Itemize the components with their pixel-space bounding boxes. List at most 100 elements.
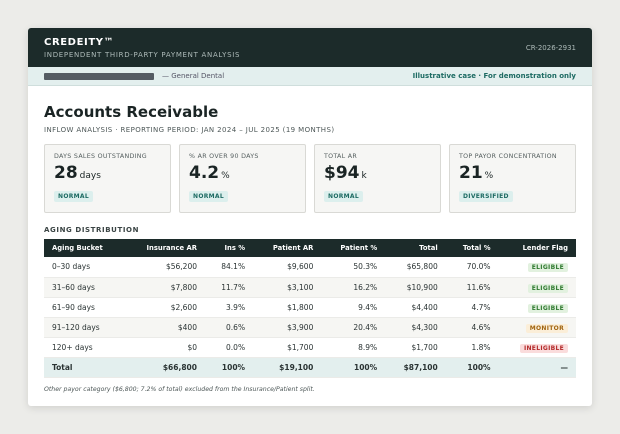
patient-pct: 9.4% — [321, 297, 386, 318]
kpi-card-ar-over-90: % AR OVER 90 DAYS 4.2% NORMAL — [179, 144, 306, 213]
insurance-ar: $0 — [124, 337, 205, 358]
total-ar: $87,100 — [385, 356, 446, 378]
kpi-value: 21% — [459, 163, 566, 183]
patient-ar: $19,100 — [253, 356, 322, 378]
lender-flag: — — [498, 356, 576, 378]
lender-flag-cell: MONITOR — [498, 317, 576, 338]
kpi-value: 28 days — [54, 163, 161, 183]
kpi-unit: % — [484, 171, 494, 181]
total-ar: $65,800 — [385, 257, 446, 278]
patient-ar: $1,700 — [253, 337, 322, 358]
table-row: 0–30 days $56,200 84.1% $9,600 50.3% $65… — [44, 257, 576, 278]
kpi-unit: days — [79, 171, 101, 181]
kpi-label: TOP PAYOR CONCENTRATION — [459, 153, 557, 160]
total-ar: $4,300 — [385, 317, 446, 338]
total-pct: 1.8% — [445, 337, 499, 358]
kpi-card-payor-concentration: TOP PAYOR CONCENTRATION 21% DIVERSIFIED — [449, 144, 576, 213]
total-pct: 4.7% — [445, 297, 499, 318]
aging-bucket: 120+ days — [44, 337, 125, 358]
insurance-ar: $56,200 — [124, 257, 205, 278]
insurance-pct: 0.6% — [204, 317, 254, 338]
column-header: Aging Bucket — [52, 244, 103, 252]
status-badge: NORMAL — [54, 191, 93, 202]
column-header: Ins % — [224, 244, 246, 252]
kpi-number: $94 — [324, 163, 360, 183]
patient-pct: 50.3% — [321, 257, 386, 278]
patient-ar: $3,100 — [253, 277, 322, 298]
kpi-number: 28 — [54, 163, 78, 183]
client-name: — General Dental — [162, 72, 225, 80]
section-title-aging: AGING DISTRIBUTION — [44, 226, 140, 234]
aging-bucket: 61–90 days — [44, 297, 125, 318]
status-badge: NORMAL — [324, 191, 363, 202]
insurance-pct: 3.9% — [204, 297, 254, 318]
kpi-number: 21 — [459, 163, 483, 183]
report-body: Accounts Receivable INFLOW ANALYSIS · RE… — [28, 103, 592, 393]
lender-flag-cell: ELIGIBLE — [498, 277, 576, 298]
total-pct: 11.6% — [445, 277, 499, 298]
total-pct: 70.0% — [445, 257, 499, 278]
lender-flag-badge: ELIGIBLE — [527, 303, 568, 313]
report-card: CREDEITY™ INDEPENDENT THIRD-PARTY PAYMEN… — [28, 28, 592, 406]
table-row: 120+ days $0 0.0% $1,700 8.9% $1,700 1.8… — [44, 337, 576, 358]
redacted-client-name — [44, 72, 154, 80]
lender-flag-badge: MONITOR — [525, 323, 568, 333]
kpi-card-total-ar: TOTAL AR $94 k NORMAL — [314, 144, 441, 213]
patient-ar: $9,600 — [253, 257, 322, 278]
table-total-row: Total $66,800 100% $19,100 100% $87,100 … — [44, 356, 576, 378]
brand-name: CREDEITY™ — [44, 37, 115, 48]
lender-flag-cell: INELIGIBLE — [498, 337, 576, 358]
insurance-pct: 84.1% — [204, 257, 254, 278]
insurance-ar: $7,800 — [124, 277, 205, 298]
brand-tagline: INDEPENDENT THIRD-PARTY PAYMENT ANALYSIS — [44, 51, 241, 59]
status-badge: DIVERSIFIED — [459, 191, 513, 202]
column-header: Lender Flag — [522, 244, 568, 252]
status-badge: NORMAL — [189, 191, 228, 202]
total-ar: $4,400 — [385, 297, 446, 318]
client-bar: — General Dental Illustrative case · For… — [28, 67, 592, 86]
kpi-value: $94 k — [324, 163, 431, 183]
kpi-label: TOTAL AR — [324, 153, 358, 160]
column-header: Total % — [462, 244, 491, 252]
table-row: 31–60 days $7,800 11.7% $3,100 16.2% $10… — [44, 277, 576, 298]
patient-ar: $1,800 — [253, 297, 322, 318]
total-ar: $10,900 — [385, 277, 446, 298]
lender-flag-badge: INELIGIBLE — [519, 343, 568, 353]
patient-pct: 16.2% — [321, 277, 386, 298]
page-title: Accounts Receivable — [44, 103, 219, 121]
lender-flag-cell: ELIGIBLE — [498, 297, 576, 318]
patient-ar: $3,900 — [253, 317, 322, 338]
kpi-row: DAYS SALES OUTSTANDING 28 days NORMAL % A… — [44, 144, 576, 213]
lender-flag-cell: ELIGIBLE — [498, 257, 576, 278]
table-header-row: Aging Bucket Insurance AR Ins % Patient … — [44, 239, 576, 257]
insurance-pct: 100% — [204, 356, 254, 378]
aging-table: Aging Bucket Insurance AR Ins % Patient … — [44, 239, 576, 378]
total-pct: 100% — [445, 356, 499, 378]
patient-pct: 20.4% — [321, 317, 386, 338]
reporting-period: INFLOW ANALYSIS · REPORTING PERIOD: JAN … — [44, 126, 335, 134]
lender-flag-badge: ELIGIBLE — [527, 283, 568, 293]
demo-notice: Illustrative case · For demonstration on… — [412, 72, 576, 80]
insurance-ar: $2,600 — [124, 297, 205, 318]
table-row: 91–120 days $400 0.6% $3,900 20.4% $4,30… — [44, 317, 576, 338]
table-footnote: Other payor category ($6,800; 7.2% of to… — [44, 385, 315, 393]
report-header: CREDEITY™ INDEPENDENT THIRD-PARTY PAYMEN… — [28, 28, 592, 67]
total-ar: $1,700 — [385, 337, 446, 358]
patient-pct: 8.9% — [321, 337, 386, 358]
kpi-unit: k — [361, 171, 367, 181]
kpi-unit: % — [221, 171, 230, 181]
aging-bucket: Total — [44, 356, 125, 378]
column-header: Total — [419, 244, 438, 252]
kpi-label: DAYS SALES OUTSTANDING — [54, 153, 147, 160]
insurance-ar: $66,800 — [124, 356, 205, 378]
column-header: Patient AR — [272, 244, 314, 252]
aging-bucket: 31–60 days — [44, 277, 125, 298]
patient-pct: 100% — [321, 356, 386, 378]
aging-bucket: 91–120 days — [44, 317, 125, 338]
insurance-pct: 0.0% — [204, 337, 254, 358]
aging-bucket: 0–30 days — [44, 257, 125, 278]
insurance-pct: 11.7% — [204, 277, 254, 298]
column-header: Insurance AR — [146, 244, 197, 252]
column-header: Patient % — [340, 244, 378, 252]
kpi-card-dso: DAYS SALES OUTSTANDING 28 days NORMAL — [44, 144, 171, 213]
